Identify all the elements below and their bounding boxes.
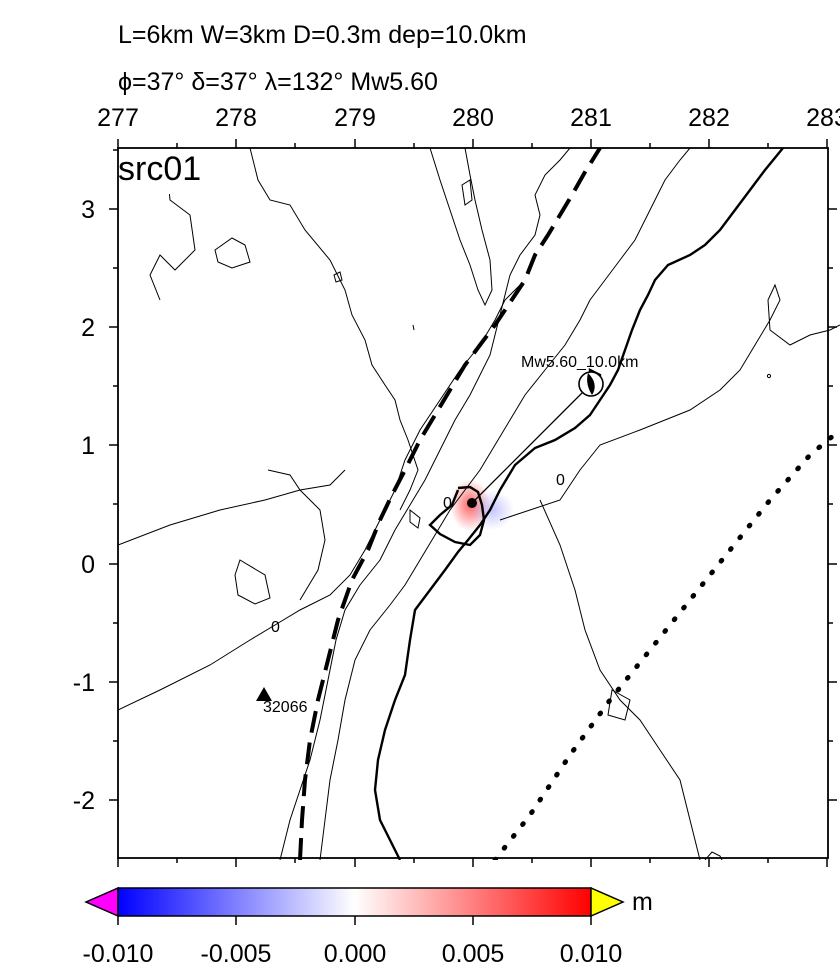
y-tick-label: 1 <box>81 432 95 460</box>
colorbar-unit: m <box>632 888 653 916</box>
trench-line <box>298 148 602 860</box>
y-tick-label: 3 <box>81 196 95 224</box>
x-tick-label: 283 <box>806 104 840 132</box>
colorbar-tick-label: 0.000 <box>324 940 387 968</box>
y-tick-label: 0 <box>81 551 95 579</box>
panel-label: src01 <box>118 150 201 188</box>
x-tick-label: 277 <box>97 104 139 132</box>
colorbar-under-triangle <box>84 886 119 918</box>
y-tick-label: -1 <box>73 669 95 697</box>
event-label: Mw5.60_10.0km <box>521 354 638 371</box>
colorbar-tick-label: 0.010 <box>560 940 623 968</box>
contour-label: 0 <box>271 619 280 636</box>
x-tick-label: 278 <box>215 104 257 132</box>
dotted-line <box>492 427 840 860</box>
colorbar-gradient <box>117 887 592 917</box>
x-tick-label: 280 <box>452 104 494 132</box>
y-tick-label: 2 <box>81 314 95 342</box>
x-tick-label: 279 <box>334 104 376 132</box>
colorbar-over-triangle <box>590 886 625 918</box>
colorbar-tick-label: -0.010 <box>83 940 154 968</box>
fault-line <box>471 383 592 504</box>
station-triangle-icon <box>256 687 272 701</box>
beachball-icon <box>578 371 604 397</box>
y-tick-label: -2 <box>73 787 95 815</box>
contour-label: 0 <box>556 472 565 489</box>
station-label: 32066 <box>263 699 308 716</box>
header-line2: ϕ=37° δ=37° λ=132° Mw5.60 <box>118 68 438 96</box>
colorbar-tick-label: -0.005 <box>201 940 272 968</box>
x-tick-label: 281 <box>570 104 612 132</box>
header-line1: L=6km W=3km D=0.3m dep=10.0km <box>118 21 527 49</box>
plot-area: Mw5.60_10.0km 32066 0 0 0 <box>118 148 840 860</box>
axis-ticks <box>109 139 837 867</box>
x-tick-label: 282 <box>688 104 730 132</box>
subsidence-blob <box>470 490 514 530</box>
colorbar: m -0.010 -0.005 0.000 0.005 0.010 <box>83 886 653 968</box>
contour-label: 0 <box>443 495 452 512</box>
colorbar-tick-label: 0.005 <box>442 940 505 968</box>
fault-point <box>467 498 477 508</box>
